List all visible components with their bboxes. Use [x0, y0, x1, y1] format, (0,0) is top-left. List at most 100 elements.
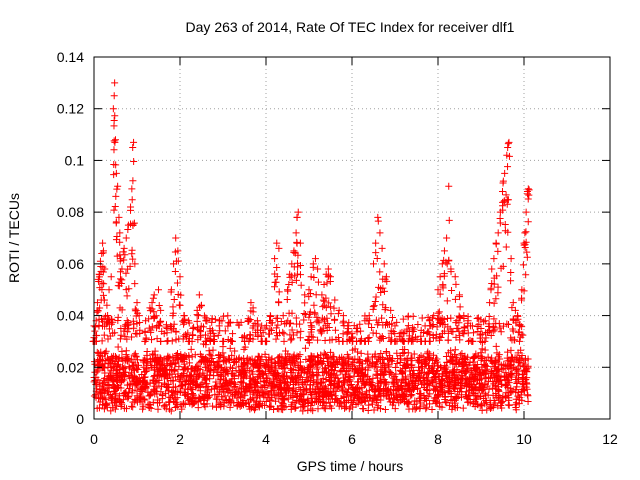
data-point [130, 219, 138, 227]
data-point [278, 374, 286, 382]
data-point [449, 403, 457, 411]
data-point [267, 313, 275, 321]
data-point [143, 351, 151, 359]
data-point [136, 329, 144, 337]
data-point [488, 265, 496, 273]
data-point [473, 315, 481, 323]
data-point [157, 337, 165, 345]
data-point [226, 403, 234, 411]
data-point [451, 360, 459, 368]
data-point [369, 305, 377, 313]
data-point [521, 366, 529, 374]
data-point [154, 405, 162, 413]
data-point [335, 306, 343, 314]
data-point [194, 373, 202, 381]
data-point [306, 381, 314, 389]
data-point [380, 389, 388, 397]
data-point [212, 378, 220, 386]
data-point [452, 319, 460, 327]
data-point [392, 363, 400, 371]
data-point [140, 382, 148, 390]
data-point [359, 405, 367, 413]
data-point [133, 299, 141, 307]
data-point [116, 335, 124, 343]
data-point [490, 299, 498, 307]
data-point [449, 384, 457, 392]
data-point [407, 371, 415, 379]
data-point [283, 380, 291, 388]
data-point [292, 229, 300, 237]
data-point [297, 403, 305, 411]
data-point [343, 388, 351, 396]
data-point [310, 301, 318, 309]
data-point [446, 357, 454, 365]
data-point [101, 350, 109, 358]
data-point [505, 152, 513, 160]
data-point [290, 359, 298, 367]
data-point [201, 403, 209, 411]
data-point [163, 329, 171, 337]
data-point [129, 398, 137, 406]
data-point [351, 355, 359, 363]
data-point [314, 265, 322, 273]
data-point [356, 320, 364, 328]
data-point [115, 354, 123, 362]
data-point [229, 370, 237, 378]
data-point [245, 317, 253, 325]
data-point [366, 380, 374, 388]
data-point [199, 369, 207, 377]
data-point [507, 388, 515, 396]
data-point [360, 381, 368, 389]
data-point [244, 360, 252, 368]
data-point [447, 378, 455, 386]
data-point [165, 354, 173, 362]
data-point [460, 360, 468, 368]
data-point [290, 248, 298, 256]
data-point [286, 273, 294, 281]
data-point [194, 404, 202, 412]
data-point [436, 273, 444, 281]
data-point [164, 387, 172, 395]
data-point [240, 334, 248, 342]
data-point [258, 322, 266, 330]
data-point [524, 218, 532, 226]
data-point [317, 379, 325, 387]
data-point [93, 404, 101, 412]
data-point [178, 381, 186, 389]
data-point [458, 375, 466, 383]
data-point [164, 337, 172, 345]
data-point [112, 219, 120, 227]
data-point [317, 329, 325, 337]
data-point [405, 332, 413, 340]
data-point [501, 382, 509, 390]
data-point [501, 221, 509, 229]
data-point [374, 217, 382, 225]
data-point [91, 358, 99, 366]
data-point [494, 247, 502, 255]
data-point [364, 355, 372, 363]
data-point [140, 356, 148, 364]
data-point [100, 405, 108, 413]
data-point [98, 337, 106, 345]
data-point [437, 383, 445, 391]
data-point [110, 206, 118, 214]
data-point [447, 314, 455, 322]
data-point [519, 386, 527, 394]
data-point [95, 315, 103, 323]
data-point [481, 362, 489, 370]
data-point [110, 122, 118, 130]
data-point [376, 377, 384, 385]
data-point [440, 272, 448, 280]
data-point [376, 268, 384, 276]
data-point [169, 353, 177, 361]
data-point [96, 271, 104, 279]
data-point [283, 296, 291, 304]
data-point [220, 337, 228, 345]
data-point [230, 375, 238, 383]
data-point [327, 303, 335, 311]
x-tick-label: 0 [90, 431, 98, 447]
data-point [460, 315, 468, 323]
data-point [215, 351, 223, 359]
data-point [165, 405, 173, 413]
data-point [378, 314, 386, 322]
